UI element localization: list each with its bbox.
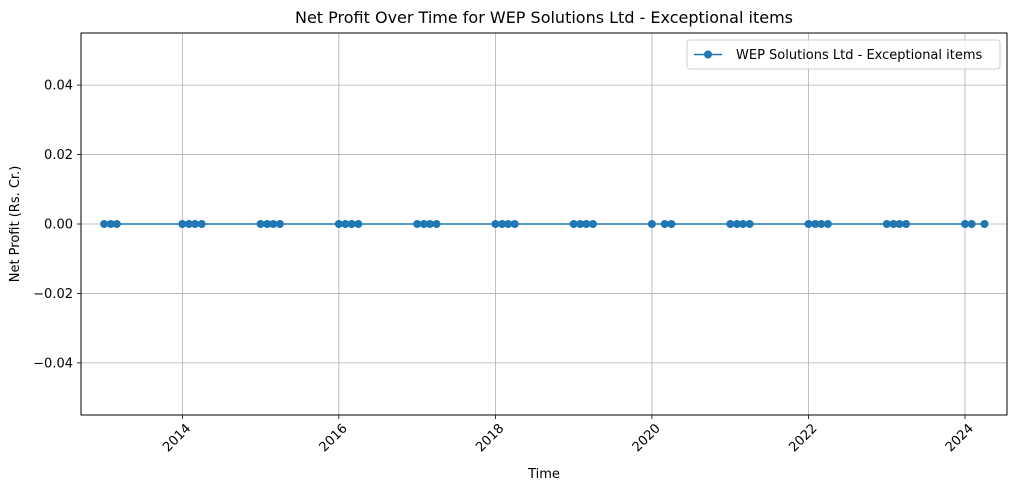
x-tick-label: 2020 [630, 421, 664, 455]
data-point [191, 220, 200, 228]
plot-area [100, 220, 989, 228]
y-tick-label: 0.02 [44, 148, 73, 163]
chart-title: Net Profit Over Time for WEP Solutions L… [295, 8, 793, 27]
data-point [504, 220, 513, 228]
data-point [811, 220, 820, 228]
x-tick-label: 2014 [160, 421, 194, 455]
data-point [100, 220, 109, 228]
x-tick-label: 2022 [786, 421, 820, 455]
y-axis-label: Net Profit (Rs. Cr.) [8, 166, 23, 283]
data-point [745, 220, 754, 228]
data-point [341, 220, 350, 228]
data-point [980, 220, 989, 228]
data-point [263, 220, 272, 228]
x-axis-label: Time [527, 467, 560, 482]
data-point [269, 220, 278, 228]
data-point [647, 220, 656, 228]
data-point [334, 220, 343, 228]
data-point [738, 220, 747, 228]
data-point [510, 220, 519, 228]
data-point [667, 220, 676, 228]
data-point [419, 220, 428, 228]
data-point [112, 220, 121, 228]
x-tick-label: 2024 [943, 421, 977, 455]
data-point [432, 220, 441, 228]
data-point [413, 220, 422, 228]
data-point [582, 220, 591, 228]
data-point [961, 220, 969, 228]
data-point [588, 220, 597, 228]
data-point [732, 220, 741, 228]
data-point [425, 220, 434, 228]
data-point [660, 220, 669, 228]
legend-label: WEP Solutions Ltd - Exceptional items [736, 48, 983, 63]
x-tick-label: 2018 [473, 421, 507, 455]
data-point [498, 220, 507, 228]
data-point [275, 220, 284, 228]
data-point [347, 220, 356, 228]
y-tick-label: 0.04 [44, 79, 73, 94]
data-point [823, 220, 832, 228]
data-point [804, 220, 813, 228]
x-axis-ticks: 2014 2016 2018 2020 2022 2024 [160, 415, 977, 455]
data-point [256, 220, 265, 228]
y-tick-label: −0.04 [33, 356, 73, 371]
data-point [902, 220, 911, 228]
legend-box [686, 39, 1001, 70]
data-point [726, 220, 735, 228]
legend-marker [704, 50, 712, 59]
y-tick-label: 0.00 [44, 218, 73, 233]
y-tick-label: −0.02 [33, 287, 73, 302]
data-point [106, 220, 115, 228]
data-point [882, 220, 891, 228]
data-point [569, 220, 578, 228]
y-axis-ticks: −0.04 −0.02 0.00 0.02 0.04 [33, 79, 81, 371]
data-point [185, 220, 194, 228]
data-point [178, 220, 187, 228]
data-point [817, 220, 826, 228]
data-point [895, 220, 904, 228]
data-point [889, 220, 898, 228]
data-point [354, 220, 363, 228]
data-point [967, 220, 976, 228]
data-point [491, 220, 500, 228]
data-point [197, 220, 206, 228]
data-point [576, 220, 585, 228]
x-tick-label: 2016 [317, 421, 351, 455]
legend: WEP Solutions Ltd - Exceptional items [686, 39, 1001, 70]
